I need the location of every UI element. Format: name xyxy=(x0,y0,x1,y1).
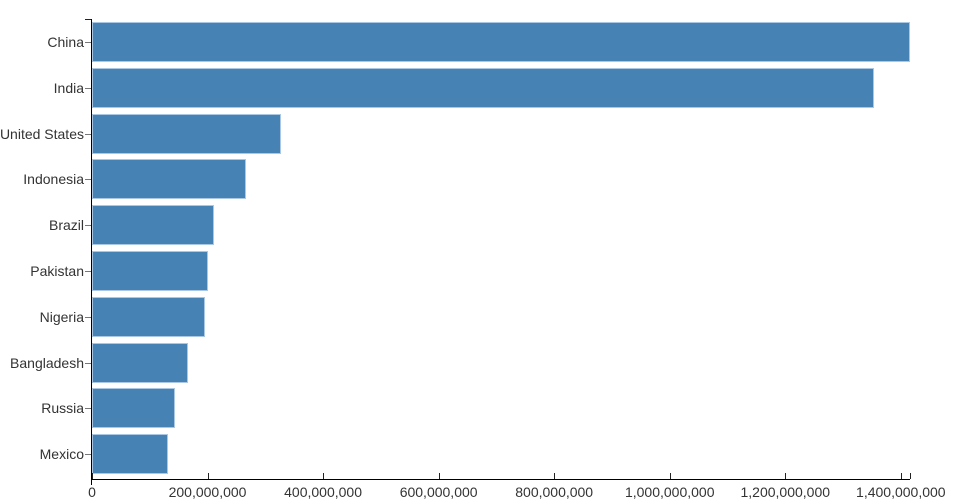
y-tick-label-indonesia: Indonesia xyxy=(23,171,84,188)
bar-india xyxy=(92,67,875,108)
x-tick-0 xyxy=(92,473,93,479)
y-tick-label-india: India xyxy=(53,79,84,96)
y-axis-end-tick xyxy=(85,19,91,20)
y-tick-label-brazil: Brazil xyxy=(48,217,84,234)
x-tick-7 xyxy=(900,473,902,479)
x-tick-label-6: 1,200,000,000 xyxy=(740,484,831,500)
y-tick-brazil xyxy=(85,225,91,227)
x-axis-end-tick xyxy=(909,473,911,479)
y-tick-india xyxy=(85,87,91,89)
x-tick-1 xyxy=(207,473,209,479)
bar-pakistan xyxy=(92,251,208,291)
x-tick-label-3: 600,000,000 xyxy=(399,484,478,500)
bar-bangladesh xyxy=(92,342,189,383)
y-tick-label-bangladesh: Bangladesh xyxy=(10,354,84,371)
y-tick-label-united-states: United States xyxy=(0,125,84,142)
x-tick-label-2: 400,000,000 xyxy=(284,484,363,500)
y-tick-indonesia xyxy=(85,179,91,181)
x-tick-label-0: 0 xyxy=(88,484,96,500)
x-tick-label-7: 1,400,000,000 xyxy=(856,484,946,500)
y-tick-label-nigeria: Nigeria xyxy=(39,308,84,325)
x-axis-line xyxy=(91,479,910,480)
y-tick-label-russia: Russia xyxy=(41,400,84,417)
y-tick-bangladesh xyxy=(85,362,91,364)
x-tick-4 xyxy=(554,473,556,479)
y-tick-mexico xyxy=(85,454,91,456)
x-tick-2 xyxy=(323,473,325,479)
y-axis-line xyxy=(91,19,92,485)
bar-brazil xyxy=(92,205,214,246)
x-tick-label-4: 800,000,000 xyxy=(515,484,594,500)
y-tick-united-states xyxy=(85,133,91,135)
y-tick-label-china: China xyxy=(47,34,84,50)
y-tick-nigeria xyxy=(85,316,91,318)
bar-indonesia xyxy=(92,159,247,200)
y-tick-russia xyxy=(85,408,91,410)
x-tick-6 xyxy=(785,473,787,479)
x-tick-label-1: 200,000,000 xyxy=(168,484,247,500)
bar-china xyxy=(92,22,910,62)
y-tick-label-mexico: Mexico xyxy=(39,446,84,463)
y-tick-china xyxy=(85,42,91,43)
bar-russia xyxy=(92,388,176,429)
bar-united-states xyxy=(92,113,281,154)
x-tick-label-5: 1,000,000,000 xyxy=(624,484,715,500)
bar-mexico xyxy=(92,434,168,475)
x-tick-5 xyxy=(669,473,671,479)
x-tick-3 xyxy=(438,473,440,479)
bar-nigeria xyxy=(92,296,206,337)
y-tick-label-pakistan: Pakistan xyxy=(30,263,84,279)
y-tick-pakistan xyxy=(85,271,91,272)
